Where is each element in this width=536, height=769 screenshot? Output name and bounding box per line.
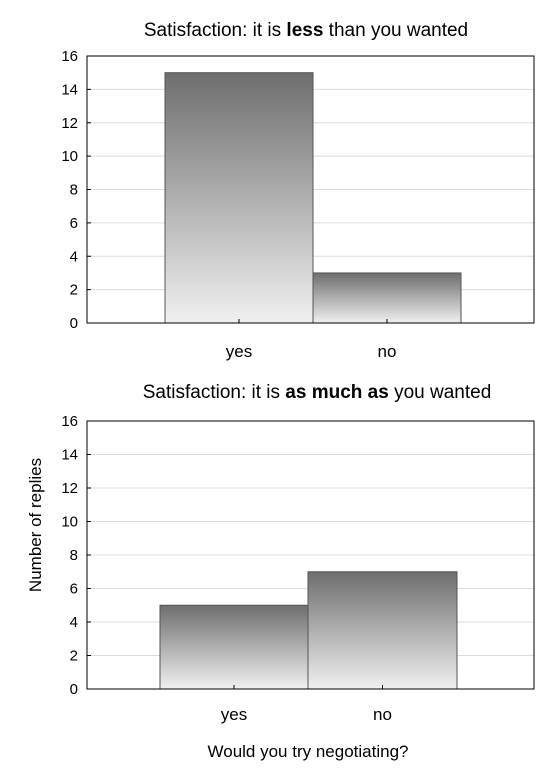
chart-as-much-as-bars [159,571,458,690]
chart-less-y-tick-label: 10 [61,148,78,165]
chart-as-much-as-y-tick-label: 6 [70,581,78,598]
chart-as-much-as-y-tick-label: 0 [70,681,78,698]
chart-as-much-as-x-axis: yes no [221,685,392,724]
chart-as-much-as-bar-no [307,571,458,690]
chart-less-y-tick-label: 4 [70,248,78,265]
chart-less-title-suffix: than you wanted [323,20,468,41]
chart-as-much-as-bar-yes [159,604,309,690]
chart-less-y-tick-label: 16 [61,48,78,65]
chart-less-y-axis: 0 2 4 6 8 10 12 14 16 [61,48,91,332]
chart-as-much-as-x-tick-label: yes [221,705,247,724]
chart-as-much-as-y-axis: 0 2 4 6 8 10 12 14 16 [61,413,91,698]
chart-less-title-prefix: Satisfaction: it is [144,20,287,41]
chart-less-y-tick-label: 2 [70,282,78,299]
chart-less-title-emphasis: less [286,20,323,41]
chart-as-much-as: Satisfaction: it is as much as you wante… [61,382,535,724]
chart-less-x-axis: yes no [226,319,397,361]
chart-as-much-as-y-tick-label: 12 [61,480,78,497]
chart-as-much-as-y-tick-label: 14 [61,447,78,464]
chart-less-y-tick-label: 6 [70,215,78,232]
chart-as-much-as-y-tick-label: 8 [70,547,78,564]
y-axis-label: Number of replies [26,458,45,592]
chart-less-x-tick-label: no [378,342,397,361]
chart-as-much-as-title-suffix: you wanted [389,382,491,403]
chart-as-much-as-y-tick-label: 4 [70,614,78,631]
chart-as-much-as-y-tick-label: 2 [70,648,78,665]
chart-less-bars [164,72,462,324]
chart-as-much-as-title-emphasis: as much as [285,382,389,403]
chart-as-much-as-x-tick-label: no [373,705,392,724]
chart-less-bar-no [312,272,462,324]
chart-as-much-as-y-tick-label: 10 [61,514,78,531]
chart-as-much-as-title: Satisfaction: it is as much as you wante… [143,382,492,403]
chart-as-much-as-title-prefix: Satisfaction: it is [143,382,286,403]
chart-less: Satisfaction: it is less than you wanted… [61,20,535,361]
chart-less-y-tick-label: 8 [70,182,78,199]
chart-less-x-tick-label: yes [226,342,252,361]
chart-less-bar-yes [164,72,314,324]
chart-less-y-tick-label: 0 [70,315,78,332]
chart-as-much-as-y-tick-label: 16 [61,413,78,430]
chart-less-y-tick-label: 14 [61,81,78,98]
chart-less-title: Satisfaction: it is less than you wanted [144,20,468,41]
x-axis-label: Would you try negotiating? [208,742,409,761]
chart-less-y-tick-label: 12 [61,115,78,132]
